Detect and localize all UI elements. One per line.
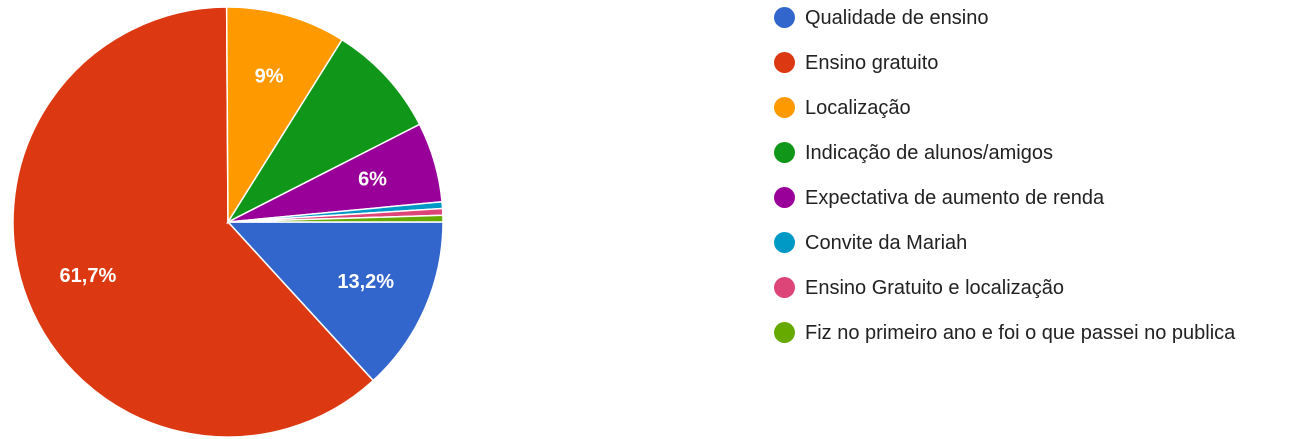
legend-swatch [774,142,795,163]
data-label: 6% [358,168,387,190]
legend-swatch [774,277,795,298]
pie-slice [12,6,375,438]
legend-item: Fiz no primeiro ano e foi o que passei n… [774,319,1295,347]
legend-item: Indicação de alunos/amigos [774,139,1295,167]
legend: Qualidade de ensino Ensino gratuito Locali… [774,4,1295,364]
legend-swatch [774,187,795,208]
legend-item: Ensino gratuito [774,49,1295,77]
data-label: 13,2% [337,271,394,293]
legend-label: Qualidade de ensino [805,7,989,29]
pie-slice [227,214,444,223]
legend-item: Expectativa de aumento de renda [774,184,1295,212]
legend-swatch [774,322,795,343]
legend-label: Expectativa de aumento de renda [805,187,1105,209]
legend-label: Indicação de alunos/amigos [805,142,1053,164]
legend-swatch [774,232,795,253]
legend-label: Ensino Gratuito e localização [805,277,1065,299]
legend-swatch [774,97,795,118]
pie-slice [225,6,344,225]
legend-swatch [774,7,795,28]
legend-item: Ensino Gratuito e localização [774,274,1295,302]
pie-slice [226,221,444,382]
legend-item: Localização [774,94,1295,122]
chart: 13,2% 61,7% 9% 6% [12,6,444,438]
data-label: 9% [255,65,284,87]
legend-item: Qualidade de ensino [774,4,1295,32]
pie-slice [225,38,421,224]
legend-label: Localização [805,97,911,119]
legend-label: Ensino gratuito [805,52,939,74]
legend-item: Convite da Mariah [774,229,1295,257]
legend-swatch [774,52,795,73]
data-label: 61,7% [60,265,117,287]
legend-label: Fiz no primeiro ano e foi o que passei n… [805,322,1236,344]
legend-label: Convite da Mariah [805,232,968,254]
